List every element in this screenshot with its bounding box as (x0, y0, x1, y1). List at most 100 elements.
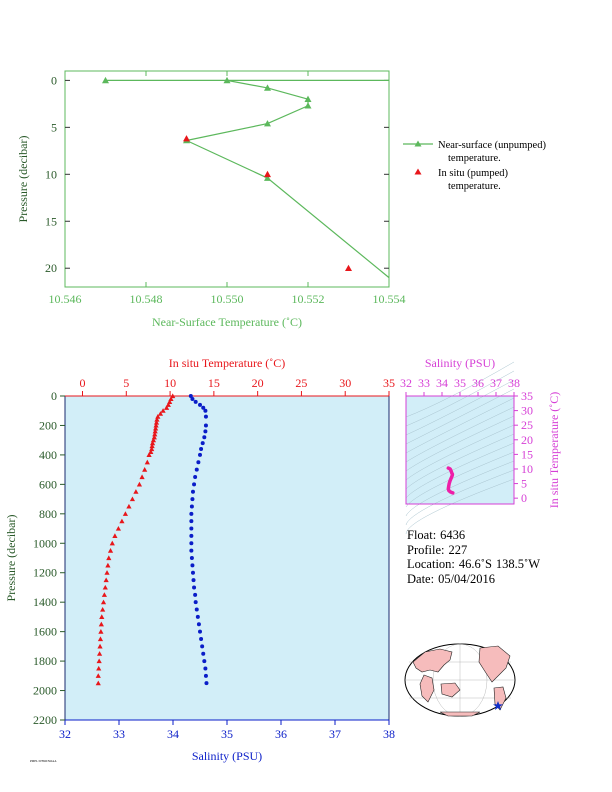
legend-label-in-situ: In situ (pumped) (438, 168, 508, 179)
pressure-tick-label: 600 (39, 477, 57, 491)
temperature-point (100, 599, 107, 605)
salinity-point (196, 460, 201, 465)
ts-y-tick-label: 15 (521, 447, 533, 461)
salinity-point (193, 475, 198, 479)
salinity-tick-label: 38 (383, 727, 395, 741)
salinity-point (190, 396, 195, 401)
salinity-point (194, 607, 199, 612)
salinity-axis-label: Salinity (PSU) (192, 749, 262, 763)
top-x-tick-label: 10.550 (211, 292, 244, 306)
ts-x-tick-label: 37 (490, 376, 502, 390)
salinity-tick-label: 36 (275, 727, 287, 741)
temperature-tick-label: 5 (123, 376, 129, 390)
temperature-point (149, 446, 155, 452)
temperature-point (170, 393, 176, 399)
ts-y-tick-label: 0 (521, 491, 527, 505)
ts-x-tick-label: 34 (436, 376, 448, 390)
density-contour (405, 451, 515, 508)
world-map (404, 643, 516, 717)
salinity-point (200, 441, 205, 446)
profile-row: Profile: 227 (407, 543, 544, 558)
density-contour (405, 397, 515, 454)
float-row: Float: 6436 (407, 528, 544, 543)
in-situ-point (264, 170, 271, 178)
location-row: Location: 46.6˚S 138.5˚W (407, 557, 544, 572)
credit-text: PMEL/WHOI/NOAA (30, 759, 57, 763)
float-label: Float: (407, 528, 437, 542)
temperature-tick-label: 15 (208, 376, 220, 390)
temperature-point (148, 449, 154, 455)
ts-y-tick-label: 5 (521, 477, 527, 491)
salinity-point (199, 637, 204, 641)
temperature-tick-label: 25 (295, 376, 307, 390)
top-x-tick-labels: 10.546 10.548 10.550 10.552 10.554 (49, 71, 406, 306)
temperature-point (102, 584, 108, 590)
top-y-tick-label: 15 (45, 214, 57, 228)
in-situ-point (183, 135, 190, 142)
salinity-point (203, 414, 208, 419)
temperature-point (103, 577, 109, 583)
temperature-point (149, 443, 155, 449)
salinity-point (189, 511, 194, 516)
salinity-point (198, 629, 202, 634)
temperature-tick-label: 30 (339, 376, 351, 390)
legend-sub-near-surface: temperature. (448, 153, 501, 164)
top-x-tick-label: 10.546 (49, 292, 82, 306)
temperature-point (112, 533, 118, 538)
temperature-point (165, 402, 171, 407)
temperature-tick-label: 10 (164, 376, 176, 390)
temperature-point (97, 643, 103, 649)
ts-y-tick-label: 25 (521, 418, 533, 432)
profile-value: 227 (448, 542, 468, 557)
temperature-point (96, 658, 102, 664)
date-label: Date: (407, 571, 435, 586)
salinity-point (190, 497, 195, 502)
profile-label: Profile: (407, 542, 445, 557)
salinity-point (195, 614, 200, 619)
temperature-point (96, 665, 102, 671)
salinity-point (193, 592, 198, 597)
ts-x-axis-label: Salinity (PSU) (425, 356, 495, 370)
salinity-point (189, 504, 194, 509)
pressure-tick-label: 1400 (33, 595, 57, 609)
location-label: Location: (407, 557, 455, 571)
profile-tick-labels: 0 5 10 15 20 25 30 35 32 33 34 35 36 37 38 0 200 400 600 80… (33, 376, 395, 741)
top-y-axis-label: Pressure (decibar) (16, 136, 30, 223)
ts-y-axis-label: In situ Temperature (˚C) (547, 392, 561, 509)
salinity-point (189, 519, 194, 524)
salinity-tick-label: 37 (329, 727, 341, 741)
salinity-point (203, 666, 208, 671)
ts-series (446, 466, 455, 495)
temperature-point (107, 548, 114, 553)
salinity-point (189, 526, 194, 531)
salinity-tick-label: 35 (221, 727, 233, 741)
temperature-point (157, 411, 164, 416)
pressure-tick-label: 0 (51, 389, 57, 403)
temperature-point (100, 606, 106, 612)
salinity-point (190, 570, 195, 575)
salinity-point (201, 405, 206, 410)
temperature-point (153, 425, 159, 431)
legend-label-near-surface: Near-surface (unpumped) (438, 140, 546, 151)
temperature-point (163, 405, 170, 410)
salinity-tick-label: 33 (113, 727, 125, 741)
pressure-tick-label: 1000 (33, 536, 57, 550)
near-surface-point (304, 95, 312, 102)
pressure-tick-label: 1800 (33, 654, 57, 668)
temperature-point (115, 525, 122, 531)
legend-marker-near-surface (414, 140, 422, 147)
salinity-point (191, 578, 196, 583)
pressure-axis-label: Pressure (decibar) (4, 515, 18, 602)
temperature-point (95, 673, 101, 678)
legend-marker-in-situ (414, 168, 422, 175)
salinity-point (190, 489, 195, 494)
density-contour (405, 388, 515, 445)
temperature-point (139, 474, 145, 480)
ts-density-contours (405, 361, 515, 535)
temperature-point (142, 467, 148, 472)
temperature-point (152, 428, 158, 434)
float-location-marker (493, 701, 503, 710)
ts-x-tick-label: 33 (418, 376, 430, 390)
